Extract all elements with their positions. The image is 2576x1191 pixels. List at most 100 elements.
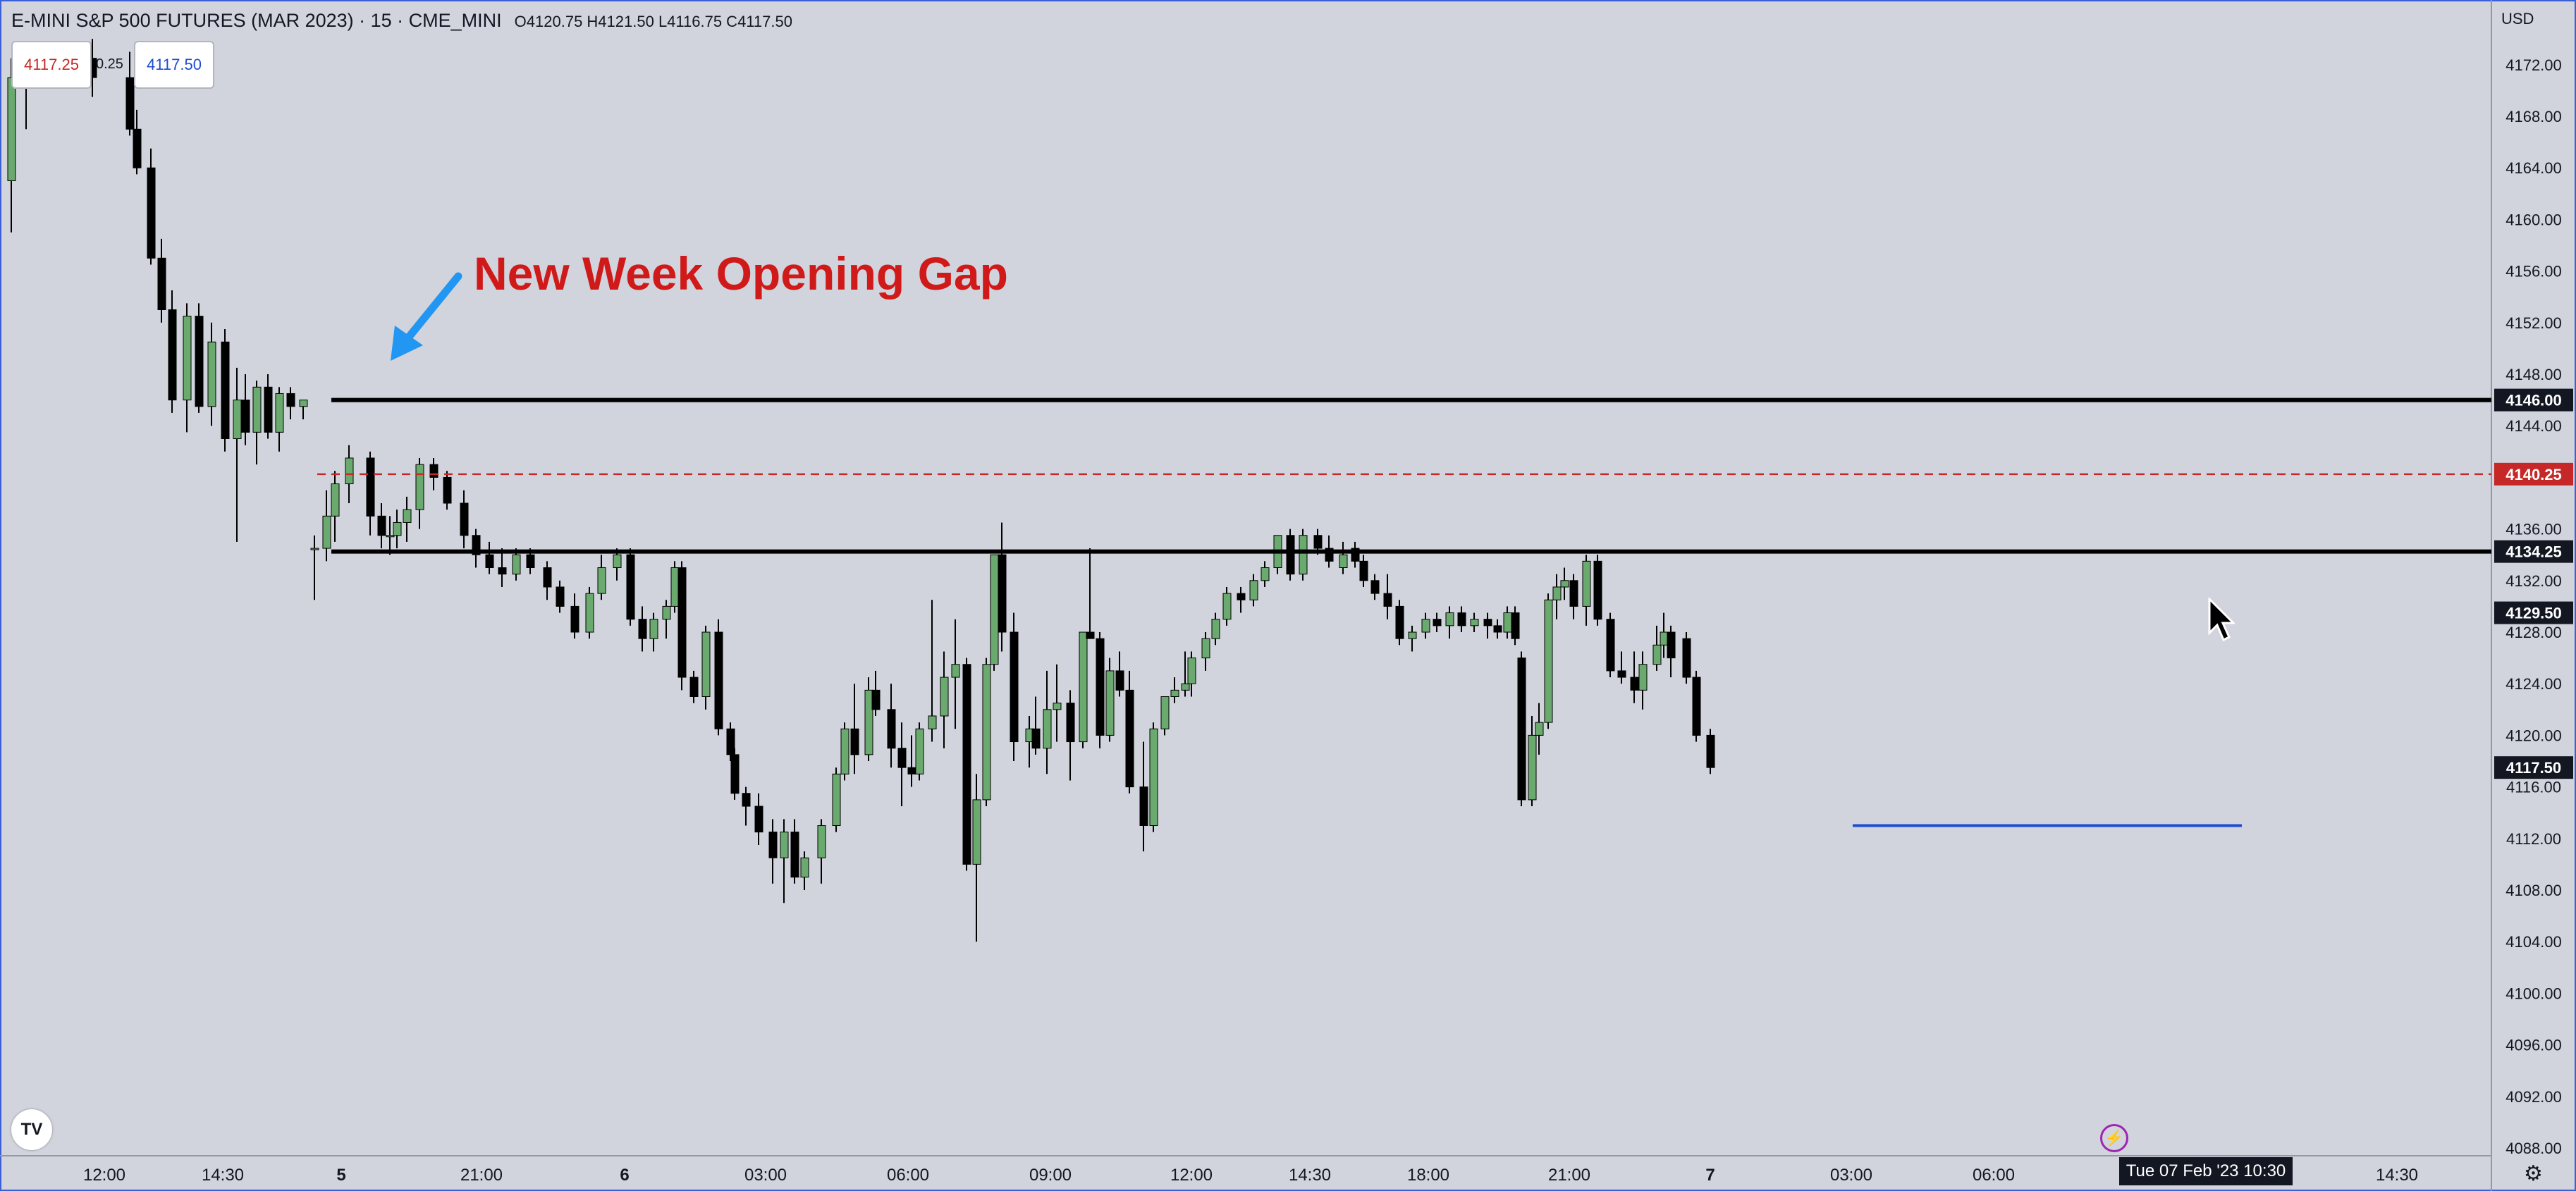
price-tick-label: 4128.00 [2506, 624, 2562, 641]
time-tick-label: 03:00 [1830, 1166, 1872, 1185]
candle-body [1299, 535, 1308, 575]
candle-body [714, 631, 723, 729]
price-tick-label: 4092.00 [2506, 1088, 2562, 1106]
candle-body [1421, 619, 1430, 633]
price-tick-label: 4144.00 [2506, 417, 2562, 435]
candle-body [1313, 535, 1323, 549]
price-tick-label: 4124.00 [2506, 675, 2562, 693]
candle-body [662, 605, 671, 620]
candle-body [498, 567, 507, 575]
candle-body [7, 77, 16, 181]
candle-body [125, 77, 135, 130]
candle-body [670, 567, 680, 607]
time-tick-label: 06:00 [887, 1166, 929, 1185]
candle-body [207, 341, 216, 407]
candle-body [928, 715, 937, 729]
spread-value: 0.25 [96, 56, 123, 72]
candle-body [322, 515, 331, 549]
candle-body [1667, 631, 1676, 659]
candle-body [940, 677, 949, 717]
candle-body [1160, 696, 1170, 729]
time-tick-label: 18:00 [1407, 1166, 1449, 1185]
candle-body [1630, 677, 1639, 691]
candle-body [689, 677, 699, 697]
gear-icon[interactable]: ⚙ [2524, 1162, 2543, 1185]
time-tick-label: 09:00 [1029, 1166, 1072, 1185]
candle-body [1408, 631, 1417, 639]
candle-body [1445, 612, 1454, 627]
level-price-badge: 4146.00 [2506, 392, 2562, 409]
candle-body [800, 857, 809, 878]
candle-body [1560, 580, 1569, 588]
candle-body [1170, 689, 1179, 697]
time-tick-label: 12:00 [1170, 1166, 1213, 1185]
price-tick-label: 4100.00 [2506, 985, 2562, 1002]
candle-body [526, 554, 535, 569]
candle-body [366, 457, 375, 517]
price-axis[interactable]: 4172.00 4168.00 4164.00 4160.00 4156.00 4152.… [2494, 56, 2573, 1157]
candle-body [485, 554, 494, 569]
lightning-icon[interactable]: ⚡ [2100, 1124, 2128, 1152]
candle-body [768, 832, 778, 858]
candle-body [1211, 619, 1220, 639]
candle-body [638, 619, 647, 639]
candle-body [1528, 734, 1537, 801]
candle-body [1261, 567, 1270, 581]
candle-body [1617, 670, 1626, 678]
candle-body [1053, 703, 1062, 710]
candle-body [1682, 638, 1691, 678]
candle-body [677, 567, 687, 678]
candle-body [1544, 599, 1553, 723]
candle-body [951, 664, 960, 678]
horizontal-levels[interactable] [317, 397, 2491, 827]
time-tick-label: 14:30 [1289, 1166, 1331, 1185]
candle-body [233, 400, 242, 439]
arrow-annotation-icon[interactable] [391, 272, 462, 361]
price-tick-label: 4116.00 [2506, 779, 2561, 796]
tradingview-logo-icon[interactable]: TV [11, 1109, 52, 1150]
symbol-header[interactable]: E-MINI S&P 500 FUTURES (MAR 2023) · 15 ·… [11, 10, 792, 32]
candle-body [1503, 612, 1512, 633]
price-tick-label: 4164.00 [2506, 159, 2562, 177]
candle-body [556, 586, 565, 607]
candle-body [1237, 593, 1246, 600]
time-tick-label: 14:30 [2376, 1166, 2418, 1185]
candle-bodies [7, 58, 1715, 878]
chart-annotation-text[interactable]: New Week Opening Gap [474, 247, 1008, 300]
candle-body [1079, 631, 1088, 743]
price-badge: 4129.50 [2506, 605, 2562, 622]
candle-body [1483, 619, 1492, 627]
candle-body [275, 393, 284, 433]
candle-body [1339, 554, 1348, 569]
candle-body [429, 464, 438, 478]
price-tick-label: 4136.00 [2506, 521, 2562, 538]
candle-body [998, 554, 1007, 633]
candle-body [1593, 560, 1602, 620]
symbol-title[interactable]: E-MINI S&P 500 FUTURES (MAR 2023) · 15 ·… [11, 10, 502, 31]
candle-body [1457, 612, 1466, 627]
candle-body [780, 832, 789, 858]
candle-body [907, 767, 916, 775]
time-tick-label: 12:00 [83, 1166, 125, 1185]
candle-body [915, 728, 924, 775]
candle-body [1706, 734, 1715, 768]
candle-body [871, 689, 881, 710]
candle-body [962, 664, 971, 865]
candle-body [377, 515, 386, 536]
cursor-arrow-icon [2208, 598, 2235, 641]
ask-price-button[interactable]: 4117.50 [134, 41, 214, 89]
candle-body [1370, 580, 1380, 594]
time-axis[interactable]: 12:00 14:30 5 21:00 6 03:00 06:00 09:00 12:00 14:… [83, 1166, 2418, 1185]
candle-body [585, 593, 594, 633]
candle-body [982, 664, 991, 801]
time-tick-label: 21:00 [460, 1166, 503, 1185]
currency-label[interactable]: USD [2501, 10, 2534, 27]
candle-body [1031, 728, 1041, 749]
candle-body [1383, 593, 1392, 607]
price-tick-label: 4152.00 [2506, 314, 2562, 332]
candle-body [403, 509, 412, 523]
time-tick-label: 5 [336, 1166, 345, 1185]
candle-body [754, 806, 763, 833]
bid-price-button[interactable]: 4117.25 [11, 41, 92, 89]
